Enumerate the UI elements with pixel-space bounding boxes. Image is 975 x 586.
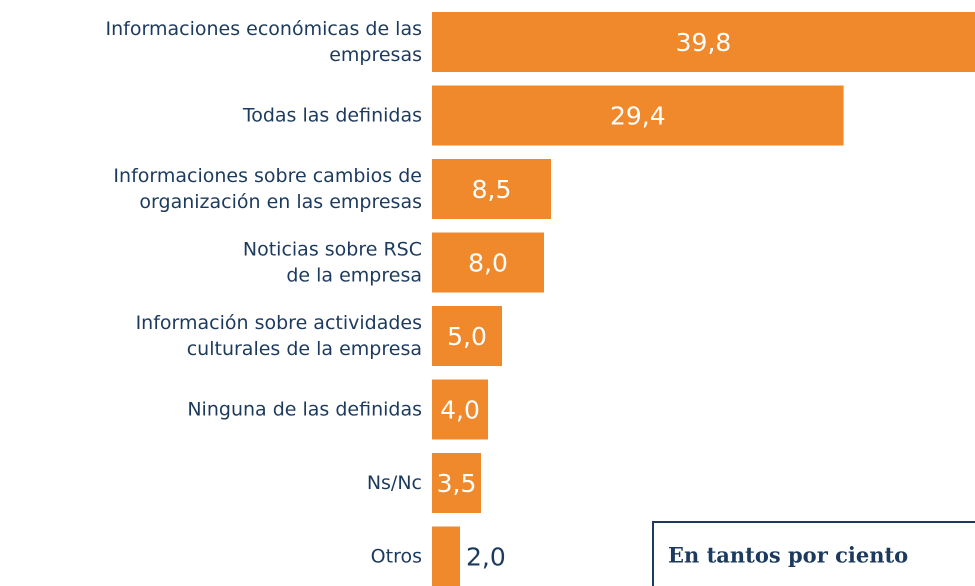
category-line: Información sobre actividades xyxy=(136,312,422,334)
value-label: 5,0 xyxy=(447,322,487,351)
value-label: 39,8 xyxy=(676,28,732,57)
category-line: organización en las empresas xyxy=(139,191,422,213)
category-line: de la empresa xyxy=(286,264,422,286)
category-line: Otros xyxy=(371,545,422,567)
category-label: Informaciones económicas de las empresas xyxy=(106,18,422,66)
category-label: Noticias sobre RSC de la empresa xyxy=(243,238,422,286)
value-label: 29,4 xyxy=(610,102,666,131)
category-line: Ns/Nc xyxy=(367,472,422,494)
category-label: Información sobre actividades culturales … xyxy=(136,312,422,360)
bar xyxy=(432,526,460,586)
category-line: Todas las definidas xyxy=(242,104,422,126)
value-label: 4,0 xyxy=(440,396,480,425)
category-line: Noticias sobre RSC xyxy=(243,238,422,260)
category-label: Ns/Nc xyxy=(367,472,422,494)
bar xyxy=(432,453,481,513)
bar xyxy=(432,379,488,440)
bar xyxy=(432,306,502,366)
category-label: Todas las definidas xyxy=(242,104,422,126)
value-label: 8,5 xyxy=(472,175,512,204)
category-line: Informaciones económicas de las xyxy=(106,18,422,40)
note-box xyxy=(652,521,975,586)
category-label: Otros xyxy=(371,545,422,567)
value-label: 3,5 xyxy=(437,469,477,498)
value-label: 2,0 xyxy=(466,543,506,572)
value-label: 8,0 xyxy=(468,249,508,278)
category-label: Informaciones sobre cambios de organizaci… xyxy=(113,165,422,213)
bar xyxy=(432,159,551,219)
category-line: culturales de la empresa xyxy=(187,338,422,360)
bar xyxy=(432,85,844,146)
category-line: Ninguna de las definidas xyxy=(187,398,422,420)
category-line: Informaciones sobre cambios de xyxy=(113,165,422,187)
annotation: En tantos por ciento xyxy=(668,543,908,568)
category-line: empresas xyxy=(329,44,422,66)
category-label: Ninguna de las definidas xyxy=(187,398,422,420)
bar xyxy=(432,12,975,72)
bar xyxy=(432,232,544,293)
